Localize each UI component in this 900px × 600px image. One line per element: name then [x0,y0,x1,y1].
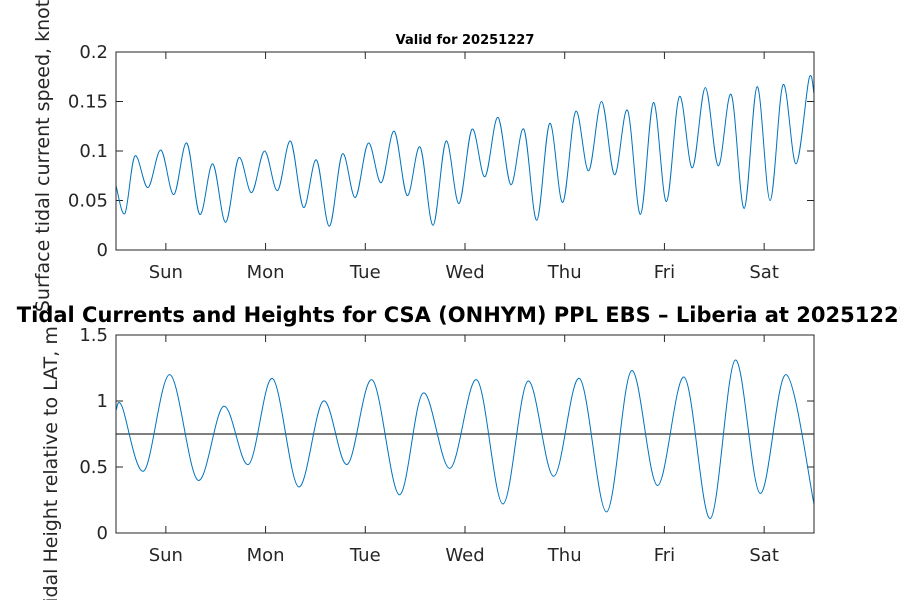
current-axes-box [115,51,815,251]
current-axis-ticks [116,51,814,251]
height-y-tick-labels: 0 0.5 1 1.5 [79,325,108,544]
height-x-tick-label: Wed [445,545,484,566]
current-plot-area [116,52,814,250]
height-y-tick-label: 0.5 [79,457,108,478]
current-x-tick-label: Wed [445,262,484,283]
current-speed-chart: 0 0.05 0.1 0.15 0.2 Sun Mon Tue Wed Thu Fri Sat Va… [32,0,815,312]
height-x-tick-label: Tue [349,545,381,566]
current-speed-line [116,75,814,227]
height-x-tick-label: Thu [547,545,582,566]
height-y-tick-label: 0 [97,523,108,544]
current-x-tick-labels: Sun Mon Tue Wed Thu Fri Sat [149,262,779,283]
current-x-tick-label: Thu [547,262,582,283]
tidal-height-chart: 0 0.5 1 1.5 Sun Mon Tue Wed Thu Fri Sat Tidal Cur… [17,303,900,600]
current-y-tick-label: 0.15 [68,92,108,113]
height-x-tick-label: Mon [247,545,285,566]
height-x-tick-label: Sun [149,545,183,566]
current-x-tick-label: Sat [749,262,779,283]
height-x-tick-label: Fri [654,545,675,566]
current-y-tick-label: 0.05 [68,191,108,212]
height-y-tick-label: 1.5 [79,325,108,346]
current-y-tick-label: 0.1 [79,141,108,162]
current-x-tick-label: Sun [149,262,183,283]
height-x-tick-label: Sat [749,545,779,566]
current-y-axis-label: Surface tidal current speed, knots [32,0,54,312]
current-x-tick-label: Tue [349,262,381,283]
tidal-height-line [116,359,814,519]
current-x-tick-label: Mon [247,262,285,283]
current-y-tick-labels: 0 0.05 0.1 0.15 0.2 [68,42,108,261]
height-y-tick-label: 1 [97,391,108,412]
height-axes-box [115,334,815,534]
height-chart-title: Tidal Currents and Heights for CSA (ONHY… [17,303,900,327]
height-x-tick-labels: Sun Mon Tue Wed Thu Fri Sat [149,545,779,566]
current-y-tick-label: 0 [97,240,108,261]
current-x-tick-label: Fri [654,262,675,283]
height-y-axis-label: Tidal Height relative to LAT, m [40,326,62,600]
current-y-tick-label: 0.2 [79,42,108,63]
current-chart-title: Valid for 20251227 [396,33,535,48]
